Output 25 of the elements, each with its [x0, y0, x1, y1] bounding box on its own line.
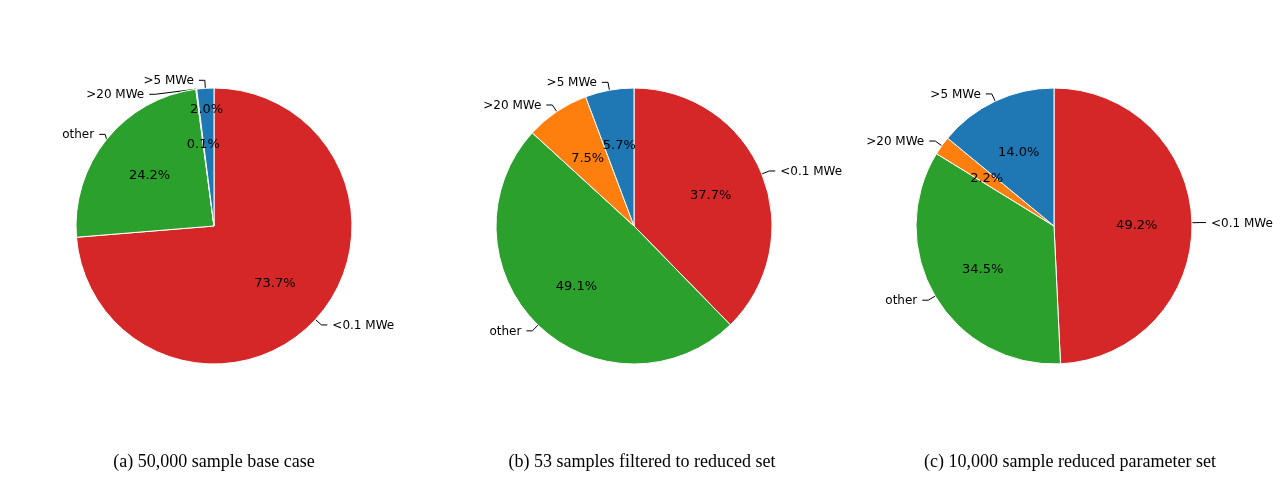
slice-label: <0.1 MWe: [1210, 215, 1273, 230]
slice-label: >5 MWe: [546, 75, 597, 90]
slice-label: <0.1 MWe: [332, 317, 395, 332]
slice-label: >20 MWe: [866, 134, 925, 149]
data-label: 73.7%: [254, 274, 296, 290]
data-label: 7.5%: [571, 149, 605, 165]
slice-label: other: [62, 127, 95, 142]
data-label: 14.0%: [998, 143, 1040, 159]
slice-label: >5 MWe: [930, 86, 981, 101]
data-label: 2.0%: [190, 101, 224, 117]
slice-label: >5 MWe: [143, 73, 194, 88]
slice-label: other: [885, 293, 918, 308]
data-label: 37.7%: [690, 187, 732, 203]
data-label: 0.1%: [186, 136, 220, 152]
data-label: 49.1%: [555, 277, 598, 293]
text: (a) 50,000 sample base case: [113, 451, 315, 472]
data-label: 34.5%: [962, 260, 1004, 276]
slice-label: >20 MWe: [86, 87, 145, 102]
data-label: 49.2%: [1116, 216, 1158, 232]
text: (b) 53 samples filtered to reduced set: [508, 451, 776, 472]
slice-label: other: [489, 323, 522, 338]
slice-label: >20 MWe: [483, 97, 542, 112]
data-label: 24.2%: [128, 166, 171, 182]
text: (c) 10,000 sample reduced parameter set: [924, 451, 1216, 472]
slice-label: <0.1 MWe: [780, 163, 843, 178]
